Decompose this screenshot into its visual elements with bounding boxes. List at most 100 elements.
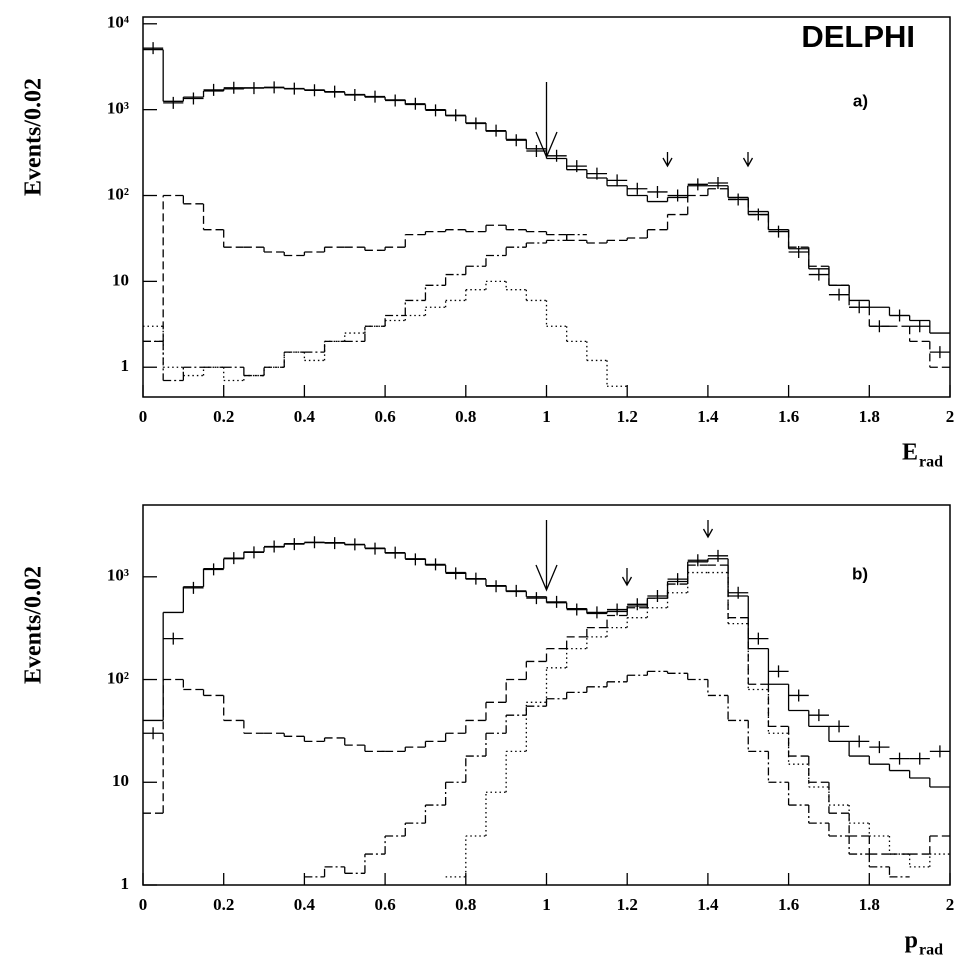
data-point xyxy=(929,346,950,359)
x-tick-label: 2 xyxy=(946,407,955,426)
data-point xyxy=(405,97,426,110)
data-point xyxy=(324,85,345,98)
data-point xyxy=(284,538,305,551)
data-point xyxy=(526,144,547,157)
series xyxy=(143,188,950,368)
data-point xyxy=(627,598,648,611)
x-tick-label: 0.6 xyxy=(374,407,395,426)
data-point xyxy=(607,174,628,187)
y-tick-label: 1 xyxy=(121,874,130,893)
data-point xyxy=(203,563,224,576)
data-point xyxy=(667,573,688,586)
data-point xyxy=(243,82,265,95)
x-tick-label: 0.2 xyxy=(213,407,234,426)
arrow xyxy=(535,520,558,592)
x-tick-label: 0.8 xyxy=(455,895,476,914)
x-axis-label-subscript: rad xyxy=(919,454,943,471)
data-point xyxy=(687,554,708,567)
data-point xyxy=(788,689,809,702)
data-point xyxy=(485,124,507,137)
experiment-label: DELPHI xyxy=(801,19,915,54)
data-point xyxy=(203,83,224,96)
data-point xyxy=(364,542,386,555)
data-point xyxy=(264,81,285,94)
series xyxy=(304,670,910,878)
panel: 0 0.2 0.4 0.6 0.8 1 1.2 1.4 1.6 1.8 2 1 10 10² 10³ Even… xyxy=(21,504,955,955)
data-point xyxy=(546,149,567,162)
data-point xyxy=(929,745,950,758)
data-point xyxy=(889,309,910,322)
data-point xyxy=(707,176,729,189)
data-point xyxy=(364,90,386,103)
data-point xyxy=(385,546,406,559)
arrow xyxy=(662,152,673,168)
plot-frame xyxy=(142,16,951,398)
x-tick-label: 2 xyxy=(946,895,955,914)
y-axis-label: Events/0.02 xyxy=(21,566,47,684)
y-tick-label: 10 xyxy=(112,270,129,289)
y-tick-label: 10⁴ xyxy=(107,13,129,32)
y-tick-label: 10 xyxy=(112,771,129,790)
series xyxy=(143,536,950,765)
data-point xyxy=(768,665,789,678)
data-point xyxy=(687,178,708,191)
data-point xyxy=(607,603,628,616)
data-point xyxy=(707,549,729,562)
data-point xyxy=(143,727,164,740)
x-tick-label: 1 xyxy=(542,895,551,914)
data-point xyxy=(586,167,608,180)
data-point xyxy=(748,632,769,645)
x-tick-label: 1.6 xyxy=(778,407,799,426)
data-point xyxy=(304,536,325,549)
series xyxy=(143,280,628,387)
data-point xyxy=(586,606,608,619)
x-tick-label: 0.2 xyxy=(213,895,234,914)
x-tick-label: 0.8 xyxy=(455,407,476,426)
x-axis-label: p xyxy=(905,928,918,954)
data-point xyxy=(788,245,809,258)
data-point xyxy=(163,632,184,645)
data-point xyxy=(647,590,668,603)
data-point xyxy=(728,586,749,599)
data-point xyxy=(163,96,184,109)
data-point xyxy=(425,104,446,117)
data-point xyxy=(526,592,547,605)
series xyxy=(143,234,587,382)
data-point xyxy=(324,537,345,550)
x-tick-label: 0 xyxy=(139,407,148,426)
series xyxy=(445,571,950,878)
data-point xyxy=(546,595,567,608)
plot-area xyxy=(143,536,950,878)
y-axis-label: Events/0.02 xyxy=(21,78,47,196)
data-point xyxy=(465,572,486,585)
data-point xyxy=(264,540,285,553)
data-point xyxy=(284,82,305,95)
data-point xyxy=(506,134,527,147)
data-point xyxy=(183,92,204,105)
data-point xyxy=(223,81,244,94)
data-point xyxy=(445,567,466,580)
data-point xyxy=(889,752,910,765)
data-point xyxy=(485,580,507,593)
data-point xyxy=(627,182,648,195)
data-point xyxy=(143,42,164,55)
y-tick-label: 10² xyxy=(107,668,129,687)
y-tick-label: 10² xyxy=(107,184,129,203)
data-point xyxy=(909,320,930,333)
arrow xyxy=(702,520,714,539)
x-axis-label-subscript: rad xyxy=(919,942,943,955)
data-point xyxy=(828,720,850,733)
x-tick-label: 1 xyxy=(542,407,551,426)
arrow xyxy=(621,568,633,587)
data-point xyxy=(385,94,406,107)
data-point xyxy=(566,160,587,173)
cut-arrows xyxy=(535,82,754,592)
x-tick-label: 1.4 xyxy=(697,895,719,914)
data-point xyxy=(768,225,789,238)
data-point xyxy=(344,538,365,551)
data-point xyxy=(647,185,668,198)
x-tick-label: 1.2 xyxy=(617,407,638,426)
panel: 0 0.2 0.4 0.6 0.8 1 1.2 1.4 1.6 1.8 2 1 10 10² 10³ 10⁴ E… xyxy=(21,13,955,471)
x-tick-label: 1.6 xyxy=(778,895,799,914)
